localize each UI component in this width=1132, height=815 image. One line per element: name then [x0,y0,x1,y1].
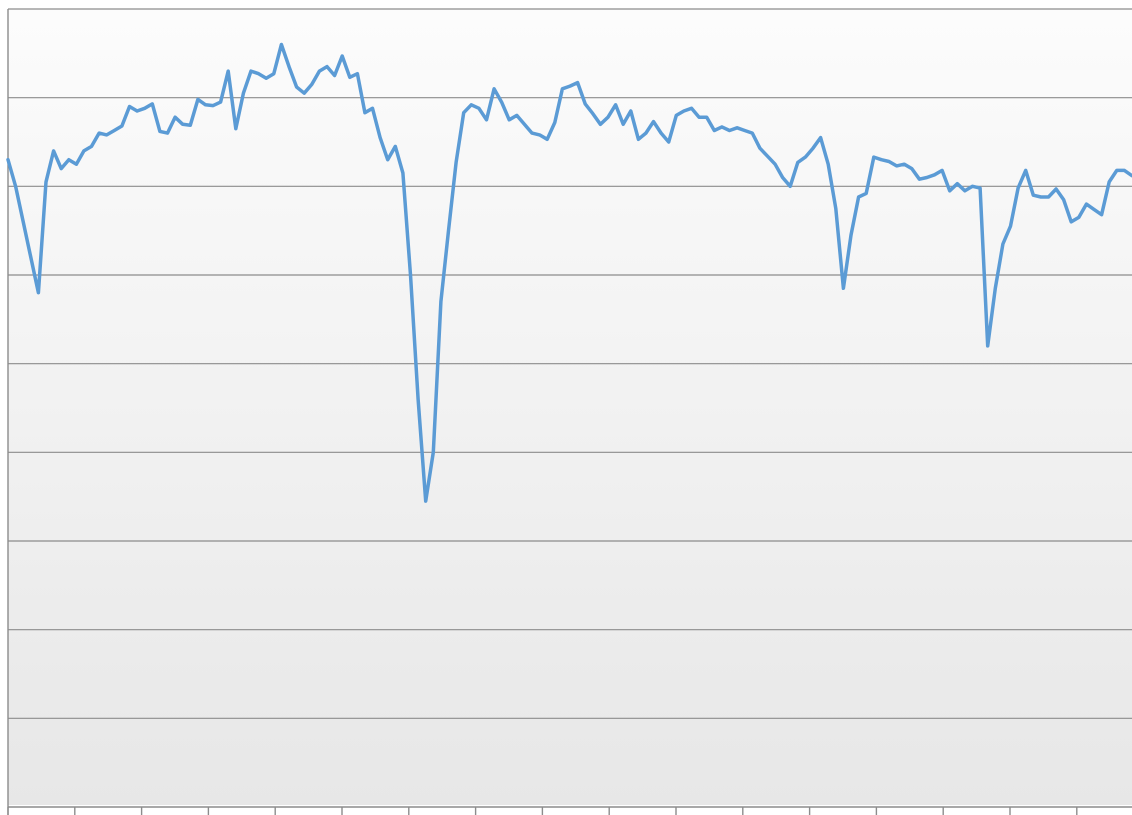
series-layer [6,42,1132,503]
axes [7,9,1132,815]
plot-area-background [8,9,1132,805]
gridlines [8,8,1132,719]
series-line-1 [6,42,1132,503]
